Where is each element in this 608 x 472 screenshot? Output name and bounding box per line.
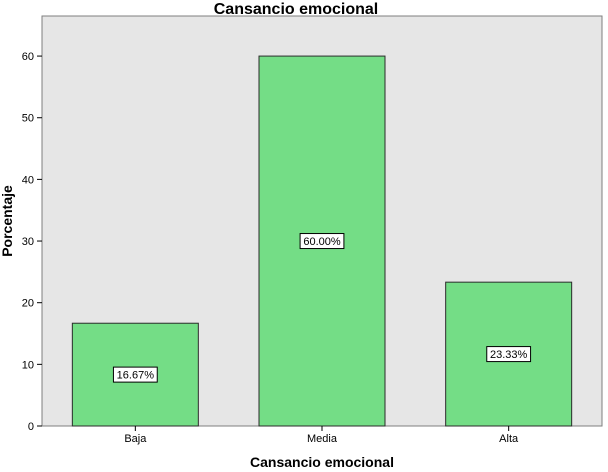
y-tick-label: 10 bbox=[22, 359, 34, 371]
data-label-box bbox=[486, 346, 532, 363]
data-label-box bbox=[299, 233, 345, 250]
y-tick-label: 50 bbox=[22, 113, 34, 125]
y-tick-label: 0 bbox=[28, 421, 34, 433]
y-axis: 0 10 20 30 40 50 60 bbox=[22, 51, 42, 433]
x-axis-title: Cansancio emocional bbox=[250, 454, 394, 470]
y-tick-label: 20 bbox=[22, 298, 34, 310]
x-tick-label: Alta bbox=[499, 433, 519, 445]
y-tick-label: 60 bbox=[22, 51, 34, 63]
data-label: 16.67% bbox=[117, 370, 155, 382]
bars: 16.67% 60.00% 23.33% bbox=[71, 55, 573, 427]
y-axis-title: Porcentaje bbox=[0, 185, 15, 257]
y-tick-label: 30 bbox=[22, 236, 34, 248]
data-label: 60.00% bbox=[303, 236, 341, 248]
y-tick-label: 40 bbox=[22, 174, 34, 186]
data-label: 23.33% bbox=[490, 349, 528, 361]
x-tick-label: Baja bbox=[124, 433, 147, 445]
x-axis: Baja Media Alta bbox=[124, 426, 519, 445]
x-tick-label: Media bbox=[307, 433, 338, 445]
chart-title: Cansancio emocional bbox=[214, 1, 379, 18]
data-label-box bbox=[112, 366, 158, 383]
